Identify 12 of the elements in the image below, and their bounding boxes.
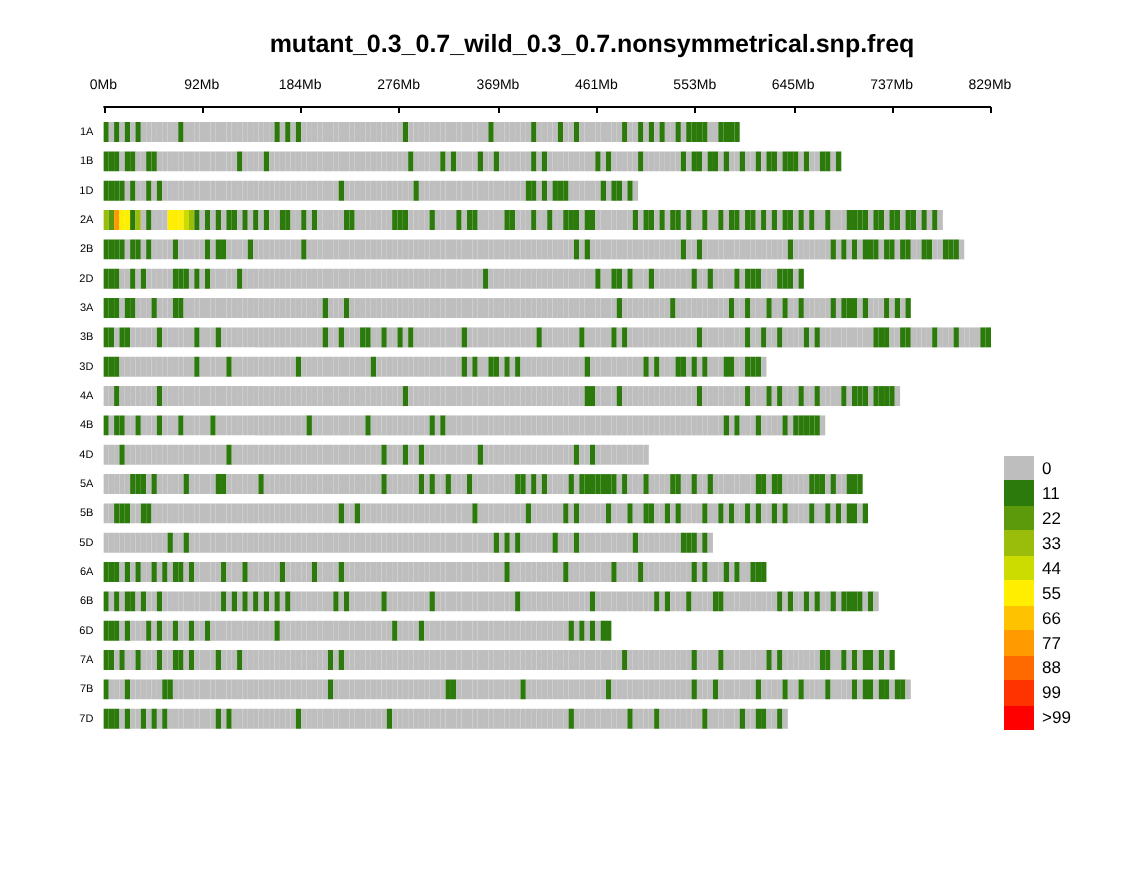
color-bar-label: 0: [1042, 458, 1052, 479]
color-bar-label: 22: [1042, 507, 1062, 528]
chart-title: mutant_0.3_0.7_wild_0.3_0.7.nonsymmetrical.snp.freq: [267, 30, 917, 58]
color-bar-label: 77: [1042, 632, 1062, 653]
color-bar-label: 11: [1042, 483, 1061, 504]
color-bar-label: >99: [1042, 707, 1072, 728]
color-bar-label: 88: [1042, 657, 1062, 678]
color-bar-label: 99: [1042, 682, 1062, 703]
color-bar-label: 33: [1042, 532, 1062, 553]
color-bar-label: 55: [1042, 582, 1062, 603]
color-bar-label: 44: [1042, 557, 1062, 578]
color-bar-label: 66: [1042, 607, 1062, 628]
